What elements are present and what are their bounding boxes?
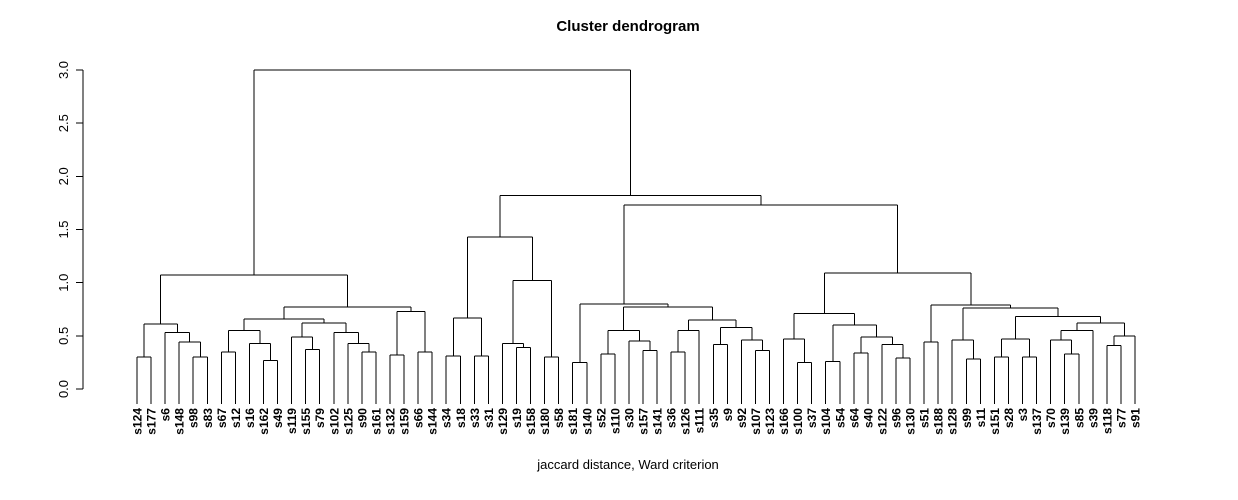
leaf-label: s12 (229, 408, 243, 428)
leaf-label: s49 (271, 408, 285, 428)
leaf-label: s85 (1072, 408, 1086, 428)
leaf-label: s181 (566, 408, 580, 435)
leaf-label: s16 (243, 408, 257, 428)
leaf-label: s151 (988, 408, 1002, 435)
leaf-label: s39 (1086, 408, 1100, 428)
leaf-label: s70 (1044, 408, 1058, 428)
dendrogram-tree (136, 69, 1136, 404)
y-tick-label: 3.0 (56, 61, 71, 79)
leaf-label: s144 (426, 408, 440, 435)
leaf-label: s180 (538, 408, 552, 435)
leaf-label: s102 (327, 408, 341, 435)
leaf-label: s122 (875, 408, 889, 435)
y-axis: 0.0 0.5 1.0 1.5 2.0 2.5 3.0 (56, 61, 84, 398)
leaf-label: s126 (679, 408, 693, 435)
leaf-label: s177 (145, 408, 159, 435)
leaf-label: s124 (131, 408, 145, 435)
chart-title: Cluster dendrogram (556, 18, 699, 35)
leaf-label: s34 (440, 408, 454, 428)
leaf-label: s140 (580, 408, 594, 435)
leaf-label: s123 (763, 408, 777, 435)
leaf-label: s30 (622, 408, 636, 428)
y-tick-label: 2.0 (56, 167, 71, 185)
leaf-label: s104 (819, 408, 833, 435)
leaf-label: s132 (384, 408, 398, 435)
leaf-label: s161 (369, 408, 383, 435)
leaf-label: s64 (847, 408, 861, 428)
y-tick-label: 2.5 (56, 114, 71, 132)
leaf-label: s6 (159, 408, 173, 422)
leaf-label: s155 (299, 408, 313, 435)
leaf-label: s129 (496, 408, 510, 435)
leaf-label: s98 (187, 408, 201, 428)
leaf-label: s9 (721, 408, 735, 422)
y-tick-label: 1.5 (56, 220, 71, 238)
y-tick-label: 1.0 (56, 274, 71, 292)
y-tick-label: 0.5 (56, 327, 71, 345)
leaf-label: s67 (215, 408, 229, 428)
leaf-label: s107 (749, 408, 763, 435)
leaf-label: s110 (608, 408, 622, 434)
leaf-label: s11 (974, 408, 988, 428)
leaf-label: s159 (398, 408, 412, 435)
leaf-label: s35 (707, 408, 721, 428)
leaf-label: s3 (1016, 408, 1030, 422)
leaf-label: s54 (833, 408, 847, 428)
leaf-label: s137 (1030, 408, 1044, 435)
leaf-label: s77 (1114, 408, 1128, 428)
leaf-label: s92 (735, 408, 749, 428)
leaf-label: s162 (257, 408, 271, 435)
leaf-label: s128 (946, 408, 960, 435)
leaf-label: s148 (173, 408, 187, 435)
leaf-label: s52 (594, 408, 608, 428)
leaf-labels: s124 s177 s6 s148 s98 s83 s67 s12 s16 s162 s49 s119… (131, 408, 1143, 435)
leaf-label: s51 (918, 408, 932, 428)
leaf-label: s141 (651, 408, 665, 435)
leaf-label: s166 (777, 408, 791, 435)
leaf-label: s79 (313, 408, 327, 428)
leaf-label: s33 (468, 408, 482, 428)
leaf-label: s111 (693, 408, 707, 434)
leaf-label: s118 (1100, 408, 1114, 434)
leaf-label: s83 (201, 408, 215, 428)
leaf-label: s130 (904, 408, 918, 435)
leaf-label: s188 (932, 408, 946, 435)
leaf-label: s90 (355, 408, 369, 428)
leaf-label: s36 (665, 408, 679, 428)
leaf-label: s139 (1058, 408, 1072, 435)
leaf-label: s96 (890, 408, 904, 428)
leaf-label: s40 (861, 408, 875, 428)
leaf-label: s99 (960, 408, 974, 428)
leaf-label: s66 (412, 408, 426, 428)
leaf-label: s119 (285, 408, 299, 434)
leaf-label: s125 (341, 408, 355, 435)
x-axis-label: jaccard distance, Ward criterion (536, 457, 719, 472)
leaf-label: s100 (791, 408, 805, 435)
leaf-label: s158 (524, 408, 538, 435)
leaf-label: s28 (1002, 408, 1016, 428)
leaf-label: s31 (482, 408, 496, 428)
leaf-label: s157 (637, 408, 651, 435)
y-tick-label: 0.0 (56, 380, 71, 398)
leaf-label: s37 (805, 408, 819, 428)
leaf-label: s91 (1128, 408, 1142, 428)
leaf-label: s58 (552, 408, 566, 428)
leaf-label: s18 (454, 408, 468, 428)
leaf-label: s19 (510, 408, 524, 428)
